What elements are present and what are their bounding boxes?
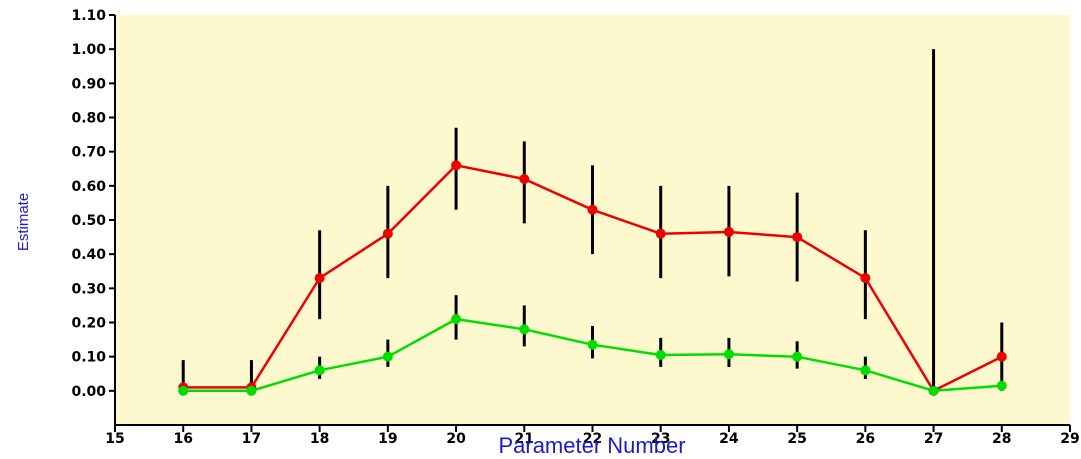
x-tick-label: 28 [992,431,1011,447]
x-tick-label: 21 [515,431,534,447]
y-tick-label: 0.00 [71,384,106,400]
data-point [246,385,257,396]
data-point [451,160,462,171]
x-tick-label: 17 [242,431,261,447]
y-tick-label: 0.30 [71,281,106,297]
y-tick-label: 0.60 [71,179,106,195]
x-tick-label: 19 [378,431,397,447]
data-point [451,314,462,325]
data-point [792,351,803,362]
x-tick-label: 23 [651,431,670,447]
y-tick-label: 0.80 [71,111,106,127]
data-point [996,380,1007,391]
x-tick-label: 18 [310,431,329,447]
data-point [587,204,598,215]
x-tick-label: 29 [1060,431,1079,447]
data-point [928,385,939,396]
data-point [792,232,803,243]
data-point [519,324,530,335]
data-point [314,365,325,376]
data-point [519,174,530,184]
data-point [587,339,598,350]
axes: 0.00 0.10 0.20 0.30 0.40 0.50 0.60 0.70 0.80 0.90… [71,8,1079,447]
x-tick-label: 22 [583,431,602,447]
y-tick-label: 0.40 [71,247,106,263]
y-tick-label: 0.70 [71,145,106,161]
x-tick-label: 20 [446,431,466,447]
x-tick-label: 16 [173,431,192,447]
y-tick-label: 0.90 [71,76,106,92]
x-tick-label: 25 [787,431,806,447]
data-point [723,349,734,360]
data-point [860,273,871,284]
x-tick-label: 26 [856,431,875,447]
y-tick-label: 1.00 [71,42,106,58]
data-point [382,228,393,239]
data-point [314,273,325,284]
data-point [655,349,666,360]
data-point [382,351,393,362]
y-axis-title: Estimate [15,193,32,251]
data-points [178,160,1007,396]
y-tick-label: 0.10 [71,350,106,366]
x-tick-label: 15 [105,431,124,447]
data-point [996,351,1007,362]
data-point [860,365,871,376]
y-tick-label: 1.10 [71,8,106,24]
data-point [178,385,189,396]
x-axis-title: Parameter Number [498,433,685,458]
x-tick-label: 27 [924,431,943,447]
data-point [655,228,666,239]
y-tick-label: 0.20 [71,316,106,332]
y-tick-label: 0.50 [71,213,106,229]
data-point [723,226,734,237]
x-tick-label: 24 [719,431,739,447]
